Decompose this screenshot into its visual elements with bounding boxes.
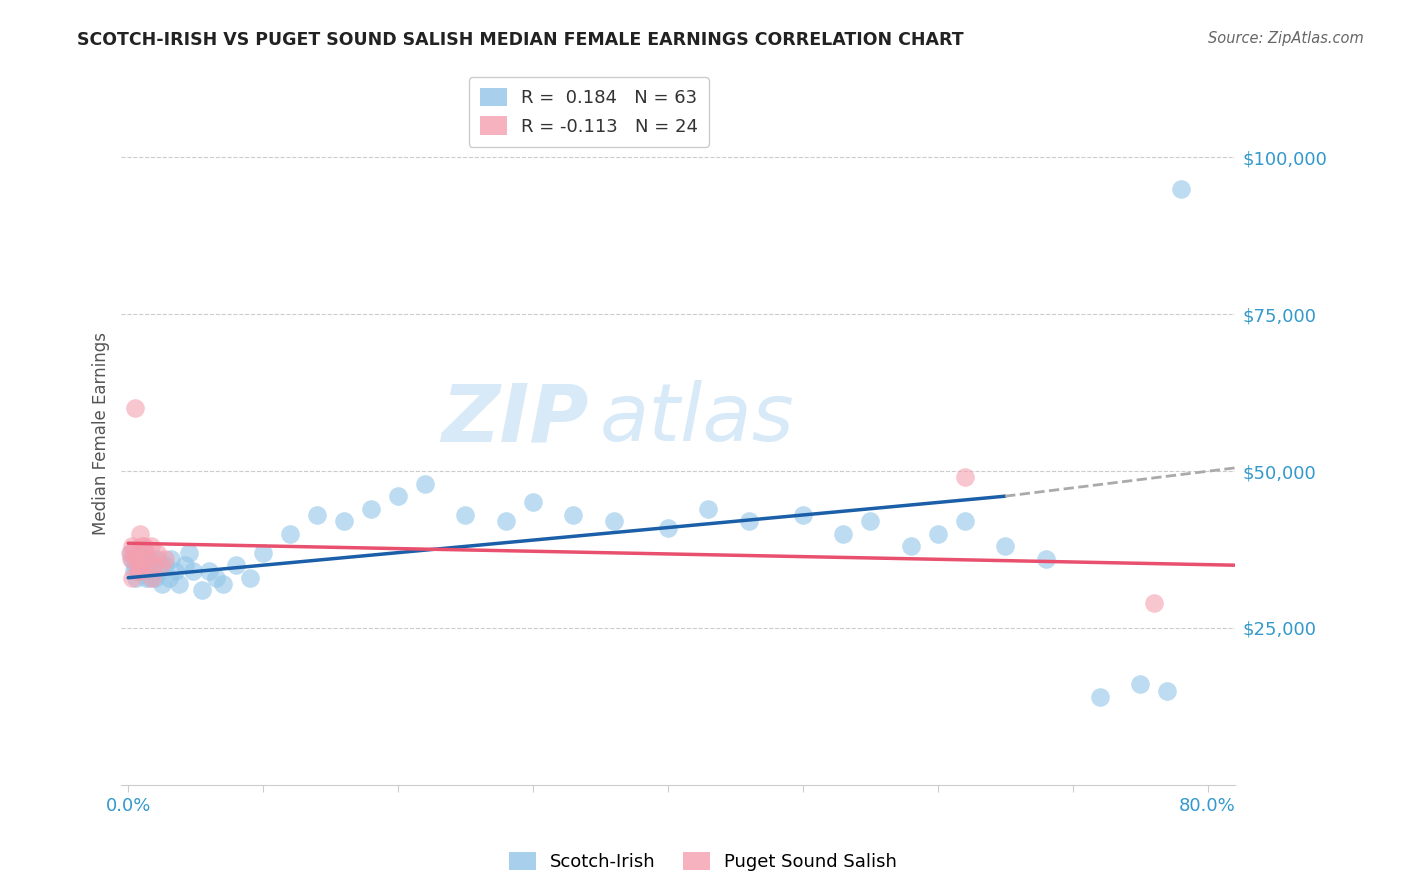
Point — [169, 577, 191, 591]
Point — [143, 571, 166, 585]
Point — [139, 540, 162, 554]
Point — [205, 571, 228, 585]
Point — [120, 546, 142, 560]
Point — [738, 514, 761, 528]
Point — [387, 489, 409, 503]
Point — [165, 565, 187, 579]
Point — [128, 558, 150, 573]
Point — [413, 476, 436, 491]
Point — [177, 546, 200, 560]
Point — [697, 501, 720, 516]
Text: ZIP: ZIP — [441, 380, 589, 458]
Point — [160, 552, 183, 566]
Legend: Scotch-Irish, Puget Sound Salish: Scotch-Irish, Puget Sound Salish — [502, 845, 904, 879]
Text: Source: ZipAtlas.com: Source: ZipAtlas.com — [1208, 31, 1364, 46]
Point — [120, 552, 142, 566]
Point — [148, 565, 170, 579]
Point — [252, 546, 274, 560]
Point — [135, 571, 157, 585]
Point — [145, 552, 167, 566]
Point — [198, 565, 221, 579]
Point — [191, 583, 214, 598]
Point — [522, 495, 544, 509]
Point — [135, 546, 157, 560]
Point — [239, 571, 262, 585]
Point — [153, 552, 176, 566]
Point — [859, 514, 882, 528]
Point — [125, 571, 148, 585]
Legend: R =  0.184   N = 63, R = -0.113   N = 24: R = 0.184 N = 63, R = -0.113 N = 24 — [468, 77, 709, 146]
Point — [127, 565, 149, 579]
Point — [278, 526, 301, 541]
Point — [134, 540, 156, 554]
Point — [153, 558, 176, 573]
Point — [141, 565, 163, 579]
Point — [129, 526, 152, 541]
Point — [1088, 690, 1111, 704]
Point — [225, 558, 247, 573]
Point — [139, 571, 162, 585]
Point — [1129, 677, 1152, 691]
Point — [134, 558, 156, 573]
Point — [360, 501, 382, 516]
Point — [121, 540, 143, 554]
Point — [832, 526, 855, 541]
Point — [333, 514, 356, 528]
Point — [145, 546, 167, 560]
Point — [142, 558, 165, 573]
Point — [900, 540, 922, 554]
Point — [138, 552, 160, 566]
Point — [953, 514, 976, 528]
Point — [129, 565, 152, 579]
Point — [118, 546, 141, 560]
Point — [122, 565, 145, 579]
Point — [495, 514, 517, 528]
Point — [139, 552, 162, 566]
Point — [657, 520, 679, 534]
Point — [134, 552, 156, 566]
Point — [128, 565, 150, 579]
Point — [1035, 552, 1057, 566]
Text: atlas: atlas — [600, 380, 794, 458]
Point — [131, 540, 153, 554]
Point — [128, 558, 150, 573]
Point — [953, 470, 976, 484]
Point — [173, 558, 195, 573]
Point — [136, 565, 159, 579]
Point — [181, 565, 204, 579]
Point — [307, 508, 329, 522]
Point — [121, 552, 143, 566]
Point — [157, 571, 180, 585]
Y-axis label: Median Female Earnings: Median Female Earnings — [93, 332, 110, 535]
Point — [1170, 182, 1192, 196]
Point — [127, 552, 149, 566]
Text: SCOTCH-IRISH VS PUGET SOUND SALISH MEDIAN FEMALE EARNINGS CORRELATION CHART: SCOTCH-IRISH VS PUGET SOUND SALISH MEDIA… — [77, 31, 965, 49]
Point — [125, 552, 148, 566]
Point — [149, 558, 172, 573]
Point — [122, 546, 145, 560]
Point — [124, 558, 146, 573]
Point — [138, 558, 160, 573]
Point — [150, 577, 173, 591]
Point — [454, 508, 477, 522]
Point — [603, 514, 626, 528]
Point — [211, 577, 233, 591]
Point — [994, 540, 1017, 554]
Point — [562, 508, 585, 522]
Point — [124, 401, 146, 416]
Point — [792, 508, 814, 522]
Point — [132, 558, 155, 573]
Point — [121, 571, 143, 585]
Point — [131, 546, 153, 560]
Point — [1156, 683, 1178, 698]
Point — [927, 526, 949, 541]
Point — [141, 571, 163, 585]
Point — [1142, 596, 1164, 610]
Point — [142, 558, 165, 573]
